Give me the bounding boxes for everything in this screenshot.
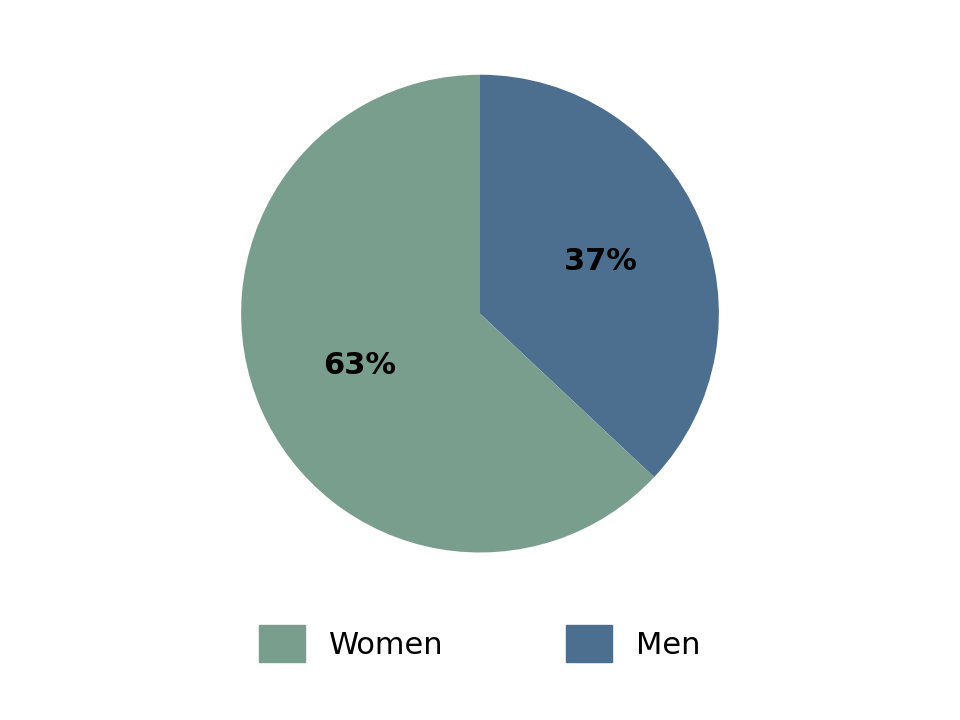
- Wedge shape: [241, 75, 654, 552]
- Legend: Women, Men: Women, Men: [247, 613, 713, 675]
- Text: 37%: 37%: [564, 247, 637, 276]
- Wedge shape: [480, 75, 719, 477]
- Text: 63%: 63%: [323, 351, 396, 380]
